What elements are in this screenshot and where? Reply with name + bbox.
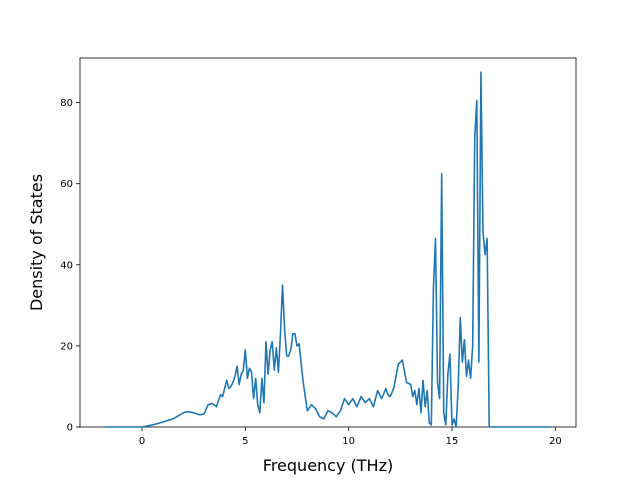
y-tick-label: 40	[60, 260, 73, 271]
x-axis-label: Frequency (THz)	[263, 456, 393, 475]
y-tick-label: 20	[60, 341, 73, 352]
x-tick-label: 15	[446, 436, 459, 447]
y-tick-label: 0	[67, 423, 73, 434]
y-tick-label: 80	[60, 98, 73, 109]
x-tick-label: 5	[242, 436, 248, 447]
dos-series-line	[104, 71, 552, 428]
y-axis-ticks: 0 20 40 60 80	[60, 98, 80, 434]
plot-area-frame	[79, 57, 577, 428]
x-tick-label: 10	[342, 436, 355, 447]
x-axis-ticks: 0 5 10 15 20	[139, 427, 562, 447]
y-tick-label: 60	[60, 179, 73, 190]
x-tick-label: 0	[139, 436, 145, 447]
x-tick-label: 20	[549, 436, 562, 447]
y-axis-label: Density of States	[27, 174, 46, 311]
